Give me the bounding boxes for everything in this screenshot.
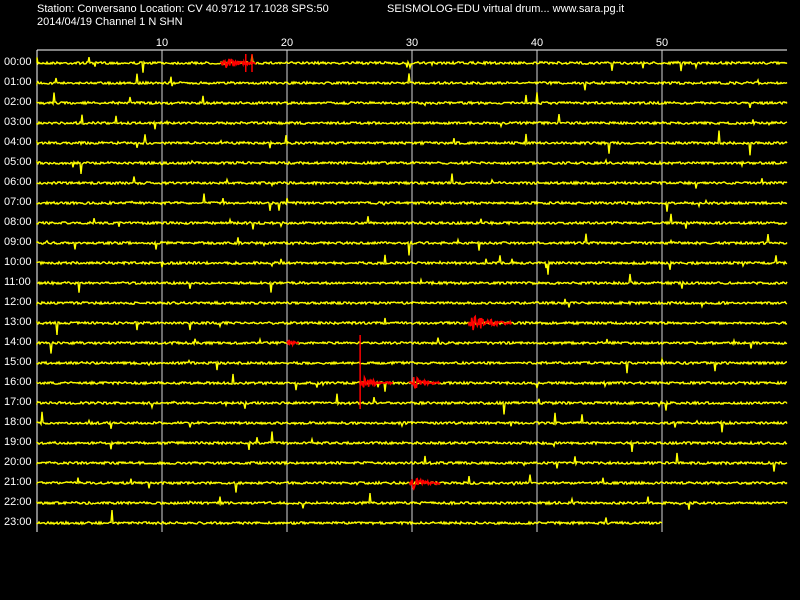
hour-label: 11:00 bbox=[4, 276, 31, 288]
trace-hour-0600 bbox=[36, 173, 788, 189]
trace-hour-0300 bbox=[36, 114, 788, 130]
hour-label: 00:00 bbox=[4, 56, 32, 68]
trace-hour-1300 bbox=[36, 317, 788, 335]
hour-label: 20:00 bbox=[4, 456, 32, 468]
trace-hour-1100 bbox=[36, 273, 788, 293]
hour-label: 08:00 bbox=[4, 216, 32, 228]
trace-hour-0200 bbox=[36, 92, 788, 108]
trace-hour-0400 bbox=[36, 130, 788, 156]
hour-label: 21:00 bbox=[4, 476, 32, 488]
trace-hour-1900 bbox=[36, 431, 788, 452]
hour-label: 19:00 bbox=[4, 436, 32, 448]
station-info: Station: Conversano Location: CV 40.9712… bbox=[37, 3, 329, 15]
trace-hour-2300 bbox=[36, 510, 663, 526]
event-waveform bbox=[408, 477, 441, 491]
hour-label: 10:00 bbox=[4, 256, 32, 268]
hour-label: 01:00 bbox=[4, 76, 32, 88]
hour-label: 13:00 bbox=[4, 316, 32, 328]
trace-hour-1200 bbox=[36, 298, 788, 309]
trace-hour-0800 bbox=[36, 213, 788, 230]
trace-hour-2200 bbox=[36, 493, 788, 510]
trace-hour-0900 bbox=[36, 233, 788, 256]
hour-label: 23:00 bbox=[4, 516, 32, 528]
minute-tick-label: 20 bbox=[280, 37, 294, 49]
hour-label: 18:00 bbox=[4, 416, 32, 428]
hour-label: 12:00 bbox=[4, 296, 32, 308]
trace-hour-1400 bbox=[36, 336, 788, 354]
hour-label: 04:00 bbox=[4, 136, 32, 148]
trace-hour-1500 bbox=[36, 356, 787, 374]
hour-label: 17:00 bbox=[4, 396, 32, 408]
trace-hour-0000 bbox=[36, 54, 788, 73]
event-waveform bbox=[286, 339, 300, 348]
hour-label: 05:00 bbox=[4, 156, 32, 168]
event-waveform bbox=[358, 374, 394, 388]
hour-label: 06:00 bbox=[4, 176, 32, 188]
hour-label: 16:00 bbox=[4, 376, 32, 388]
trace-hour-0500 bbox=[36, 157, 788, 174]
trace-hour-2000 bbox=[36, 452, 788, 472]
trace-hour-1700 bbox=[36, 393, 788, 415]
hour-label: 03:00 bbox=[4, 116, 32, 128]
hour-label: 07:00 bbox=[4, 196, 32, 208]
hour-label: 14:00 bbox=[4, 336, 32, 348]
minute-tick-label: 40 bbox=[530, 37, 544, 49]
drum-title: SEISMOLOG-EDU virtual drum... www.sara.p… bbox=[387, 3, 625, 15]
minute-tick-label: 50 bbox=[655, 37, 669, 49]
trace-hour-1000 bbox=[36, 254, 788, 275]
event-waveform bbox=[219, 58, 256, 69]
hour-label: 22:00 bbox=[4, 496, 32, 508]
minute-tick-label: 30 bbox=[405, 37, 419, 49]
hour-label: 02:00 bbox=[4, 96, 32, 108]
hour-label: 15:00 bbox=[4, 356, 32, 368]
event-waveform bbox=[408, 376, 441, 389]
hour-label: 09:00 bbox=[4, 236, 32, 248]
trace-hour-1800 bbox=[36, 411, 788, 433]
trace-hour-0100 bbox=[36, 73, 788, 91]
trace-hour-0700 bbox=[36, 193, 788, 212]
date-channel-info: 2014/04/19 Channel 1 N SHN bbox=[37, 16, 183, 28]
event-waveform bbox=[467, 314, 513, 331]
minute-tick-label: 10 bbox=[155, 37, 169, 49]
